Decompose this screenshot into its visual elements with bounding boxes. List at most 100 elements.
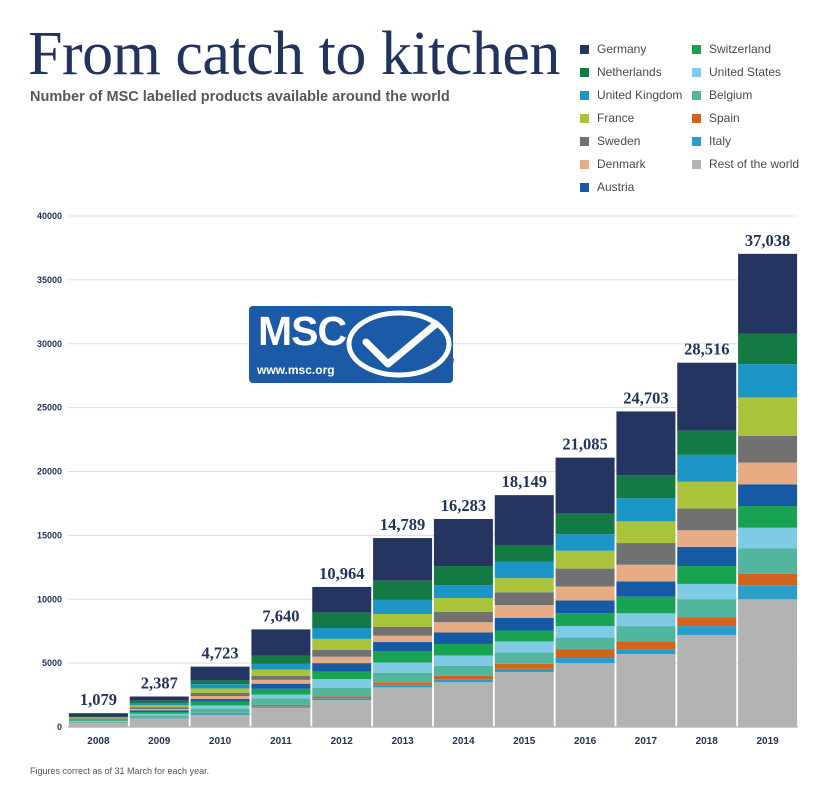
bar-segment-italy (312, 698, 372, 701)
bar-segment-rest-of-the-world (433, 682, 493, 727)
legend-label: Switzerland (709, 42, 772, 56)
bar-segment-france (555, 550, 615, 569)
bar-segment-sweden (494, 592, 554, 605)
bar-segment-austria (312, 663, 372, 672)
bar-segment-belgium (555, 637, 615, 650)
bar-segment-italy (616, 649, 676, 655)
bar-segment-belgium (190, 708, 250, 713)
bar-segment-denmark (68, 718, 128, 720)
bar-segment-denmark (494, 604, 554, 618)
bar-segment-italy (433, 679, 493, 683)
legend-item-denmark: Denmark (580, 157, 646, 171)
legend-label: Netherlands (597, 65, 662, 79)
legend-item-france: France (580, 111, 634, 125)
bar-segment-united-kingdom (68, 717, 128, 718)
bar-segment-france (190, 688, 250, 693)
bar-segment-france (616, 521, 676, 544)
x-tick-label: 2014 (452, 736, 475, 747)
bar-segment-italy (129, 718, 189, 719)
bar-total-label: 21,085 (562, 435, 607, 454)
bar-segment-belgium (312, 688, 372, 697)
bar-segment-spain (129, 717, 189, 719)
bar-segment-switzerland (312, 671, 372, 680)
legend-swatch (580, 183, 589, 192)
bar-segment-netherlands (251, 655, 311, 664)
legend-item-united-states: United States (692, 65, 781, 79)
legend-item-sweden: Sweden (580, 134, 640, 148)
legend-swatch (692, 68, 701, 77)
legend-item-austria: Austria (580, 180, 634, 194)
bar-total-label: 28,516 (684, 340, 729, 359)
legend-label: France (597, 111, 635, 125)
bar-segment-united-states (312, 679, 372, 689)
bar-total-label: 7,640 (262, 606, 299, 625)
bar-segment-germany (129, 696, 189, 701)
y-tick-label: 0 (57, 722, 62, 732)
x-tick-label: 2015 (513, 736, 536, 747)
legend-swatch (692, 137, 701, 146)
bar-total-label: 37,038 (745, 231, 790, 250)
bar-segment-netherlands (129, 700, 189, 703)
bar-segment-switzerland (494, 630, 554, 642)
bar-total-label: 4,723 (202, 644, 239, 663)
bar-segment-switzerland (738, 505, 798, 528)
y-tick-label: 35000 (37, 275, 62, 285)
bar-segment-united-states (373, 662, 433, 673)
bar-segment-sweden (677, 508, 737, 531)
bar-segment-united-states (129, 713, 189, 716)
bar-segment-belgium (129, 715, 189, 718)
legend-label: Sweden (597, 134, 641, 148)
bar-segment-united-kingdom (677, 454, 737, 482)
bar-segment-switzerland (373, 650, 433, 663)
bar-segment-denmark (190, 696, 250, 700)
bar-segment-germany (251, 629, 311, 656)
bar-segment-denmark (555, 586, 615, 601)
legend-swatch (692, 45, 701, 54)
x-tick-label: 2009 (148, 736, 171, 747)
bar-segment-spain (433, 675, 493, 680)
legend-swatch (692, 160, 701, 169)
x-tick-label: 2017 (635, 736, 658, 747)
legend-swatch (580, 45, 589, 54)
bar-segment-austria (251, 683, 311, 689)
bar-segment-netherlands (68, 716, 128, 718)
logo-trademark: TM (446, 359, 455, 365)
legend-swatch (580, 91, 589, 100)
x-tick-label: 2012 (331, 736, 354, 747)
y-tick-label: 20000 (37, 467, 62, 477)
bar-segment-rest-of-the-world (373, 687, 433, 727)
y-tick-label: 40000 (37, 211, 62, 221)
bar-segment-germany (312, 586, 372, 613)
x-tick-label: 2013 (391, 736, 414, 747)
bar-segment-belgium (677, 599, 737, 618)
bar-segment-france (251, 669, 311, 677)
legend-label: Italy (709, 134, 732, 148)
bar-segment-spain (190, 712, 250, 714)
msc-logo: MSC www.msc.org (249, 306, 453, 383)
y-tick-label: 25000 (37, 403, 62, 413)
logo-text: MSC (258, 308, 347, 354)
bar-segment-belgium (494, 652, 554, 664)
bar-segment-united-states (190, 705, 250, 709)
y-tick-label: 5000 (42, 658, 62, 668)
chart-title: From catch to kitchen (28, 20, 560, 88)
legend-item-rest-of-the-world: Rest of the world (692, 157, 799, 171)
y-tick-label: 15000 (37, 530, 62, 540)
bar-segment-united-kingdom (433, 585, 493, 598)
chart-subtitle: Number of MSC labelled products availabl… (30, 89, 450, 105)
bar-segment-sweden (616, 543, 676, 565)
bar-segment-germany (616, 411, 676, 476)
bar-segment-united-kingdom (251, 663, 311, 670)
bar-segment-spain (373, 682, 433, 685)
bar-segment-belgium (433, 665, 493, 676)
bar-total-label: 2,387 (141, 674, 178, 693)
bar-segment-austria (616, 581, 676, 597)
bar-segment-united-kingdom (312, 627, 372, 639)
bar-segment-italy (373, 684, 433, 688)
bar-segment-netherlands (616, 475, 676, 499)
bar-segment-italy (555, 658, 615, 664)
x-tick-label: 2011 (270, 736, 292, 747)
legend-item-switzerland: Switzerland (692, 42, 771, 56)
bar-segment-denmark (373, 635, 433, 643)
legend-item-netherlands: Netherlands (580, 65, 662, 79)
